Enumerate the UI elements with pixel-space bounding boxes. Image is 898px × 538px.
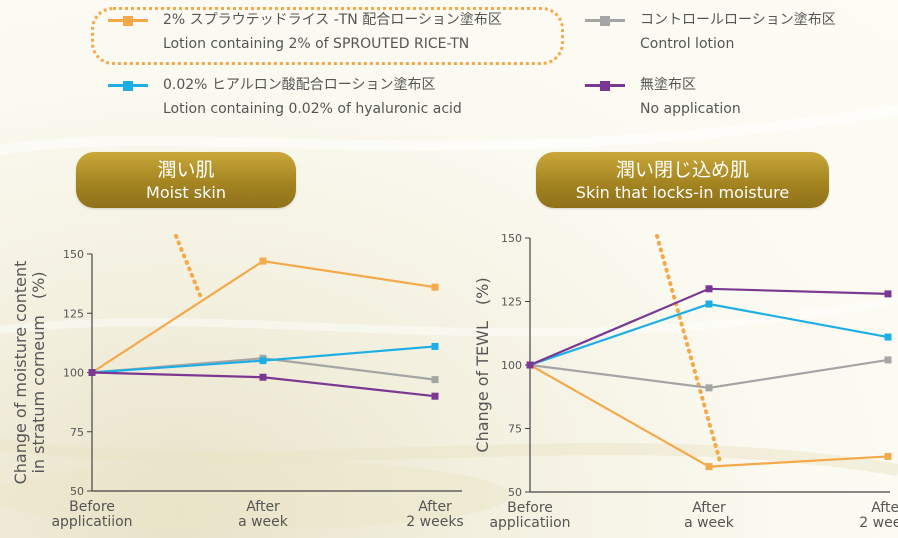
legend-label-jp: 無塗布区 — [640, 77, 696, 93]
y-tick-label: 150 — [501, 232, 522, 245]
data-point — [431, 283, 439, 291]
data-point — [259, 357, 267, 365]
y-tick-label: 100 — [63, 367, 84, 380]
data-point — [705, 285, 713, 293]
legend: 2% スプラウテッドライス -TN 配合ローション塗布区 Lotion cont… — [0, 0, 898, 130]
data-point — [259, 257, 267, 265]
callout-dotted-line — [655, 234, 723, 467]
data-point — [431, 342, 439, 350]
legend-swatch-gray — [585, 15, 625, 26]
legend-label-en: Control lotion — [640, 36, 735, 52]
legend-swatch-purple — [585, 80, 625, 91]
badge-jp: 潤い肌 — [157, 159, 215, 181]
series-line — [529, 364, 889, 468]
data-point — [884, 452, 892, 460]
badge-locks-in-moisture: 潤い閉じ込め肌 Skin that locks-in moisture — [536, 152, 829, 208]
chart-tewl: 50 75 100 125 150 Before applicatiion After a we… — [473, 232, 898, 531]
x-tick-label: After a week — [684, 500, 735, 531]
data-point — [884, 290, 892, 298]
y-tick-label: 125 — [63, 307, 84, 320]
data-point — [526, 361, 534, 369]
y-tick-label: 125 — [501, 296, 522, 309]
y-tick-label: 150 — [63, 248, 84, 261]
y-axis-label: Change of moisture content — [11, 261, 30, 485]
legend-label-jp: 2% スプラウテッドライス -TN 配合ローション塗布区 — [163, 12, 502, 28]
legend-label-en: Lotion containing 0.02% of hyaluronic ac… — [163, 101, 462, 117]
data-point — [88, 369, 96, 376]
data-point — [705, 300, 713, 308]
legend-label-en: Lotion containing 2% of SPROUTED RICE-TN — [163, 36, 470, 52]
callout-dotted-line — [174, 234, 204, 302]
series-line — [529, 358, 889, 389]
data-point — [259, 373, 267, 381]
badge-en: Moist skin — [146, 183, 226, 202]
series-line — [529, 302, 889, 367]
data-point — [884, 333, 892, 341]
y-axis-label: in stratum corneum (%) — [29, 271, 48, 473]
y-tick-label: 50 — [508, 486, 522, 499]
data-point — [431, 392, 439, 400]
y-axis-label: Change of TEWL (%) — [473, 277, 492, 452]
legend-label-jp: コントロールローション塗布区 — [640, 12, 836, 28]
x-tick-label: Before applicatiion — [489, 500, 570, 531]
legend-swatch-blue — [108, 80, 148, 91]
data-point — [705, 463, 713, 471]
legend-highlight-box — [91, 7, 564, 65]
badge-jp: 潤い閉じ込め肌 — [615, 159, 749, 181]
legend-label-en: No application — [640, 101, 741, 117]
badge-moist-skin: 潤い肌 Moist skin — [76, 152, 296, 208]
y-tick-label: 75 — [508, 423, 522, 436]
y-tick-label: 75 — [70, 426, 84, 439]
data-point — [705, 384, 713, 392]
legend-label-jp: 0.02% ヒアルロン酸配合ローション塗布区 — [163, 77, 436, 93]
x-tick-label: After a week — [238, 499, 289, 530]
data-point — [431, 376, 439, 384]
y-tick-label: 100 — [501, 359, 522, 372]
x-tick-label: Before applicatiion — [51, 499, 132, 530]
data-point — [884, 356, 892, 364]
legend-swatch-orange — [108, 15, 148, 26]
y-tick-label: 50 — [70, 485, 84, 498]
badge-en: Skin that locks-in moisture — [575, 183, 790, 202]
chart-moisture: 50 75 100 125 150 Before applicatiion After a we… — [11, 234, 464, 530]
